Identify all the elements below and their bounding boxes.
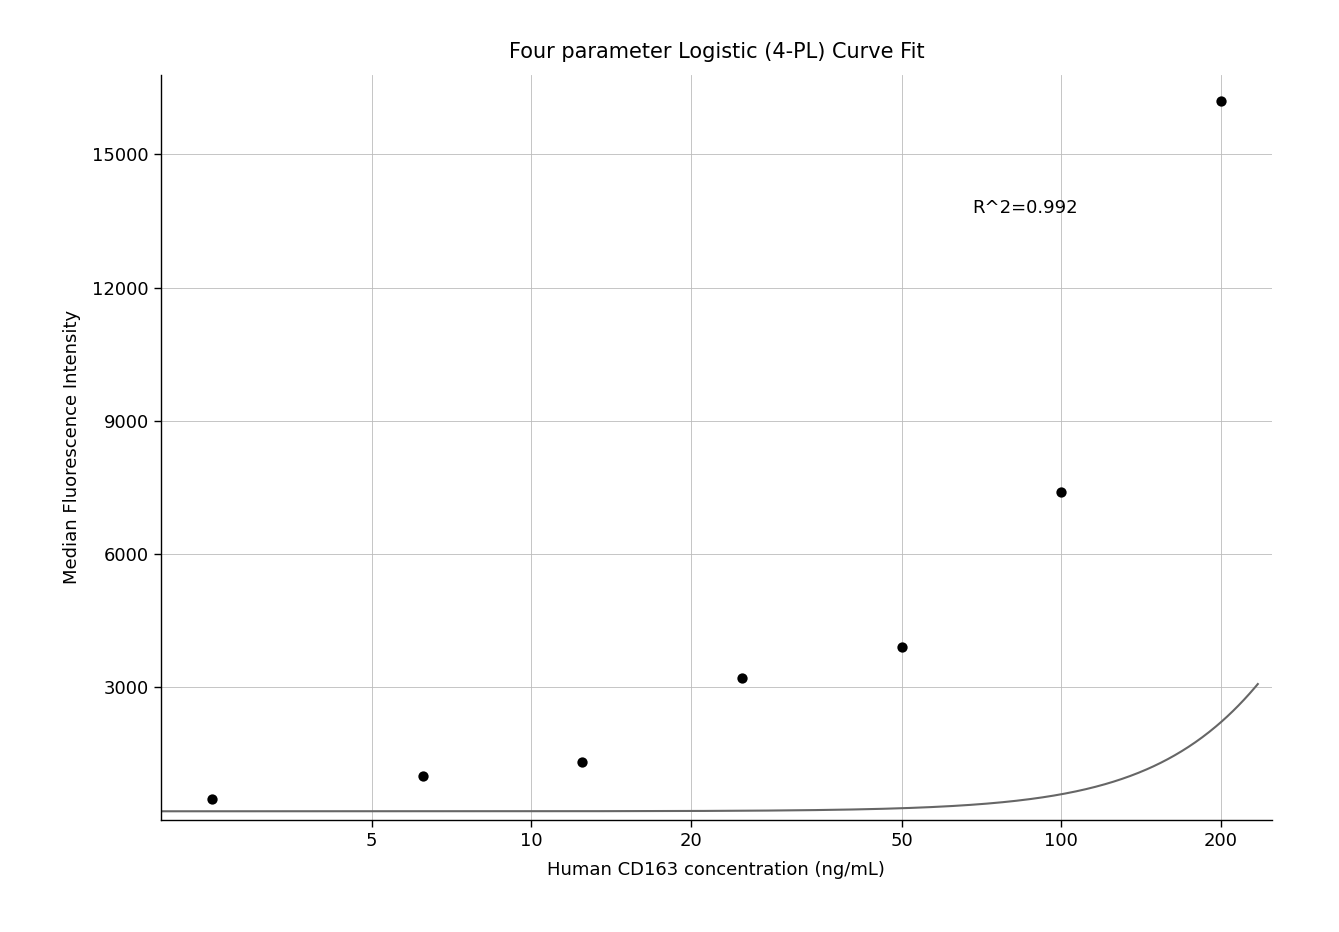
Title: Four parameter Logistic (4-PL) Curve Fit: Four parameter Logistic (4-PL) Curve Fit xyxy=(509,42,924,62)
Y-axis label: Median Fluorescence Intensity: Median Fluorescence Intensity xyxy=(63,310,82,584)
Point xyxy=(731,671,753,686)
Point xyxy=(572,755,593,770)
Point xyxy=(1050,485,1071,500)
Point xyxy=(412,768,434,783)
X-axis label: Human CD163 concentration (ng/mL): Human CD163 concentration (ng/mL) xyxy=(548,861,885,879)
Point xyxy=(890,639,912,654)
Point xyxy=(201,791,222,806)
Text: R^2=0.992: R^2=0.992 xyxy=(972,199,1078,217)
Point xyxy=(1210,94,1232,109)
